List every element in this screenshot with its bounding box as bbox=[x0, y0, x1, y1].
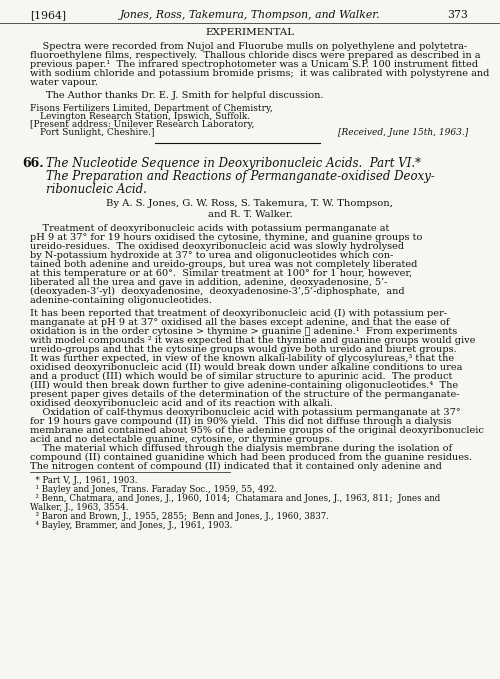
Text: Jones, Ross, Takemura, Thompson, and Walker.: Jones, Ross, Takemura, Thompson, and Wal… bbox=[120, 10, 380, 20]
Text: The Preparation and Reactions of Permanganate-oxidised Deoxy-: The Preparation and Reactions of Permang… bbox=[46, 170, 435, 183]
Text: Levington Research Station, Ipswich, Suffolk.: Levington Research Station, Ipswich, Suf… bbox=[40, 112, 250, 121]
Text: with sodium chloride and potassium bromide prisms;  it was calibrated with polys: with sodium chloride and potassium bromi… bbox=[30, 69, 490, 78]
Text: The nitrogen content of compound (II) indicated that it contained only adenine a: The nitrogen content of compound (II) in… bbox=[30, 462, 442, 471]
Text: ³ Baron and Brown, J., 1955, 2855;  Benn and Jones, J., 1960, 3837.: ³ Baron and Brown, J., 1955, 2855; Benn … bbox=[30, 512, 329, 521]
Text: ² Benn, Chatmara, and Jones, J., 1960, 1014;  Chatamara and Jones, J., 1963, 811: ² Benn, Chatmara, and Jones, J., 1960, 1… bbox=[30, 494, 440, 503]
Text: with model compounds ² it was expected that the thymine and guanine groups would: with model compounds ² it was expected t… bbox=[30, 336, 476, 345]
Text: membrane and contained about 95% of the adenine groups of the original deoxyribo: membrane and contained about 95% of the … bbox=[30, 426, 484, 435]
Text: Treatment of deoxyribonucleic acids with potassium permanganate at: Treatment of deoxyribonucleic acids with… bbox=[30, 224, 390, 233]
Text: by N-potassium hydroxide at 37° to urea and oligonucleotides which con-: by N-potassium hydroxide at 37° to urea … bbox=[30, 251, 393, 260]
Text: oxidised deoxyribonucleic acid (II) would break down under alkaline conditions t: oxidised deoxyribonucleic acid (II) woul… bbox=[30, 363, 462, 372]
Text: 373: 373 bbox=[447, 10, 468, 20]
Text: It was further expected, in view of the known alkali-lability of glycosylureas,³: It was further expected, in view of the … bbox=[30, 354, 454, 363]
Text: water vapour.: water vapour. bbox=[30, 78, 98, 87]
Text: liberated all the urea and gave in addition, adenine, deoxyadenosine, 5’-: liberated all the urea and gave in addit… bbox=[30, 278, 388, 287]
Text: 66.: 66. bbox=[22, 157, 44, 170]
Text: ureido-groups and that the cytosine groups would give both ureido and biuret gro: ureido-groups and that the cytosine grou… bbox=[30, 345, 457, 354]
Text: By A. S. Jones, G. W. Ross, S. Takemura, T. W. Thompson,: By A. S. Jones, G. W. Ross, S. Takemura,… bbox=[106, 199, 394, 208]
Text: The Nucleotide Sequence in Deoxyribonucleic Acids.  Part VI.*: The Nucleotide Sequence in Deoxyribonucl… bbox=[46, 157, 421, 170]
Text: previous paper.¹  The infrared spectrophotometer was a Unicam S.P. 100 instrumen: previous paper.¹ The infrared spectropho… bbox=[30, 60, 478, 69]
Text: (III) would then break down further to give adenine-containing oligonucleotides.: (III) would then break down further to g… bbox=[30, 381, 458, 390]
Text: pH 9 at 37° for 19 hours oxidised the cytosine, thymine, and guanine groups to: pH 9 at 37° for 19 hours oxidised the cy… bbox=[30, 233, 422, 242]
Text: * Part V, J., 1961, 1903.: * Part V, J., 1961, 1903. bbox=[30, 476, 138, 485]
Text: compound (II) contained guanidine which had been produced from the guanine resid: compound (II) contained guanidine which … bbox=[30, 453, 472, 462]
Text: fluoroethylene films, respectively.  Thallous chloride discs were prepared as de: fluoroethylene films, respectively. Thal… bbox=[30, 51, 480, 60]
Text: (deoxyaden-3’-yl)  deoxyadenosine,  deoxyadenosine-3’,5’-diphosphate,  and: (deoxyaden-3’-yl) deoxyadenosine, deoxya… bbox=[30, 287, 405, 296]
Text: for 19 hours gave compound (II) in 90% yield.  This did not diffuse through a di: for 19 hours gave compound (II) in 90% y… bbox=[30, 417, 452, 426]
Text: manganate at pH 9 at 37° oxidised all the bases except adenine, and that the eas: manganate at pH 9 at 37° oxidised all th… bbox=[30, 318, 450, 327]
Text: ¹ Bayley and Jones, Trans. Faraday Soc., 1959, 55, 492.: ¹ Bayley and Jones, Trans. Faraday Soc.,… bbox=[30, 485, 277, 494]
Text: ureido-residues.  The oxidised deoxyribonucleic acid was slowly hydrolysed: ureido-residues. The oxidised deoxyribon… bbox=[30, 242, 404, 251]
Text: It has been reported that treatment of deoxyribonucleic acid (I) with potassium : It has been reported that treatment of d… bbox=[30, 309, 447, 318]
Text: present paper gives details of the determination of the structure of the permang: present paper gives details of the deter… bbox=[30, 390, 460, 399]
Text: oxidation is in the order cytosine > thymine > guanine ≫ adenine.¹  From experim: oxidation is in the order cytosine > thy… bbox=[30, 327, 457, 336]
Text: The material which diffused through the dialysis membrane during the isolation o: The material which diffused through the … bbox=[30, 444, 452, 453]
Text: and R. T. Walker.: and R. T. Walker. bbox=[208, 210, 292, 219]
Text: EXPERIMENTAL: EXPERIMENTAL bbox=[206, 28, 294, 37]
Text: ⁴ Bayley, Brammer, and Jones, J., 1961, 1903.: ⁴ Bayley, Brammer, and Jones, J., 1961, … bbox=[30, 521, 232, 530]
Text: Walker, J., 1963, 3554.: Walker, J., 1963, 3554. bbox=[30, 503, 128, 512]
Text: Port Sunlight, Cheshire.]: Port Sunlight, Cheshire.] bbox=[40, 128, 154, 137]
Text: adenine-containing oligonucleotides.: adenine-containing oligonucleotides. bbox=[30, 296, 212, 305]
Text: The Author thanks Dr. E. J. Smith for helpful discussion.: The Author thanks Dr. E. J. Smith for he… bbox=[46, 91, 324, 100]
Text: Spectra were recorded from Nujol and Fluorube mulls on polyethylene and polytetr: Spectra were recorded from Nujol and Flu… bbox=[30, 42, 467, 51]
Text: Fisons Fertilizers Limited, Department of Chemistry,: Fisons Fertilizers Limited, Department o… bbox=[30, 104, 273, 113]
Text: Oxidation of calf-thymus deoxyribonucleic acid with potassium permanganate at 37: Oxidation of calf-thymus deoxyribonuclei… bbox=[30, 408, 460, 417]
Text: [1964]: [1964] bbox=[30, 10, 66, 20]
Text: acid and no detectable guanine, cytosine, or thymine groups.: acid and no detectable guanine, cytosine… bbox=[30, 435, 333, 444]
Text: tained both adenine and ureido-groups, but urea was not completely liberated: tained both adenine and ureido-groups, b… bbox=[30, 260, 417, 269]
Text: and a product (III) which would be of similar structure to apurinic acid.  The p: and a product (III) which would be of si… bbox=[30, 372, 452, 381]
Text: oxidised deoxyribonucleic acid and of its reaction with alkali.: oxidised deoxyribonucleic acid and of it… bbox=[30, 399, 333, 408]
Text: ribonucleic Acid.: ribonucleic Acid. bbox=[46, 183, 147, 196]
Text: [Present address: Unilever Research Laboratory,: [Present address: Unilever Research Labo… bbox=[30, 120, 254, 129]
Text: at this temperature or at 60°.  Similar treatment at 100° for 1 hour, however,: at this temperature or at 60°. Similar t… bbox=[30, 269, 412, 278]
Text: [Received, June 15th, 1963.]: [Received, June 15th, 1963.] bbox=[338, 128, 468, 137]
